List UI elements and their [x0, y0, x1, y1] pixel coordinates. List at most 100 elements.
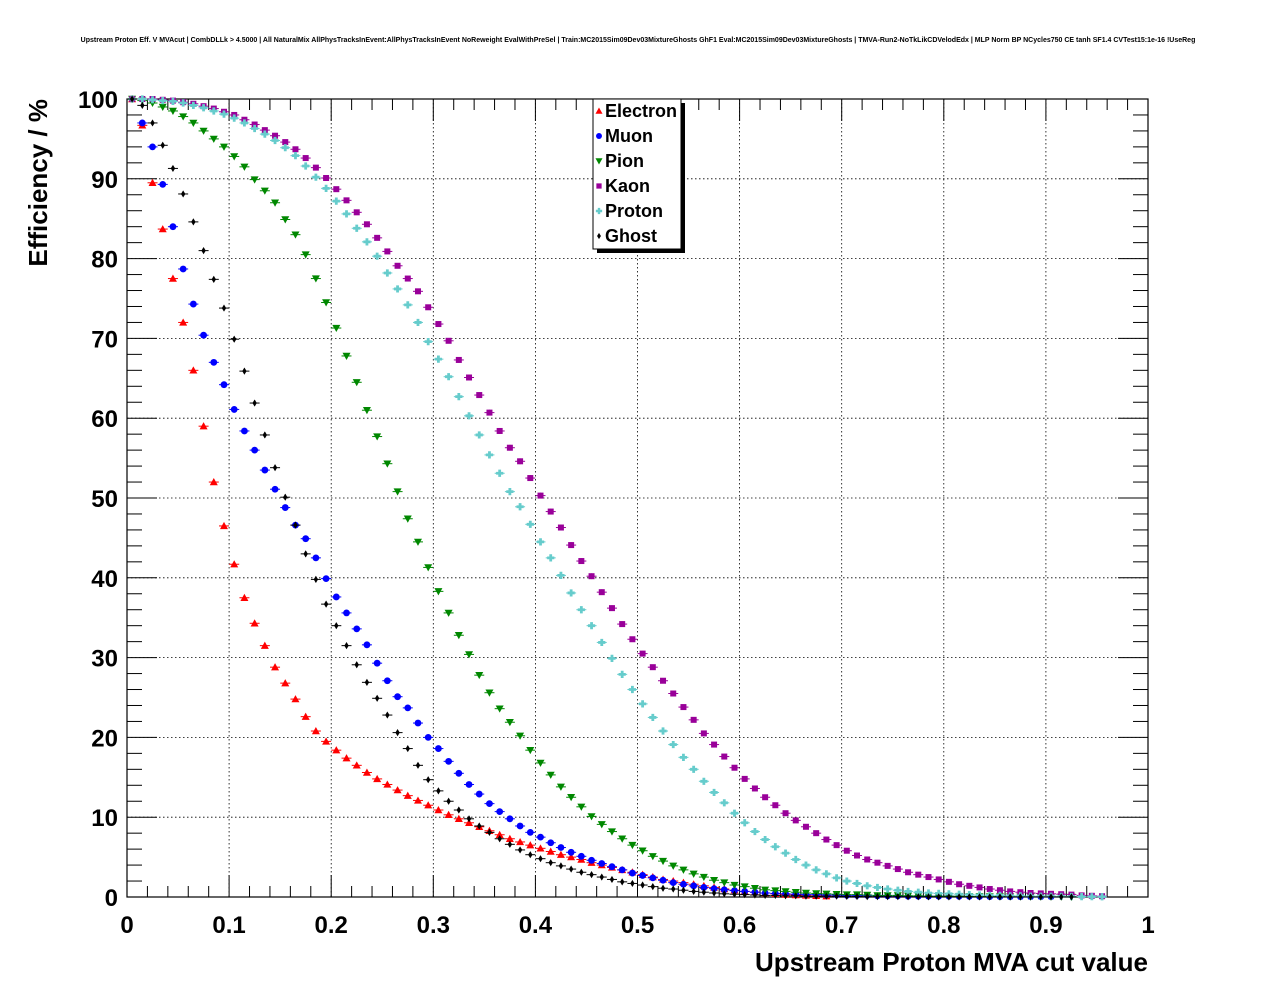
kaon-point	[372, 234, 383, 241]
ghost-point	[229, 335, 240, 343]
proton-point	[147, 96, 158, 104]
ghost-point	[668, 885, 679, 893]
x-tick-label: 0	[120, 912, 133, 939]
legend-marker	[595, 107, 603, 114]
data-marker	[435, 745, 442, 752]
data-marker	[1098, 893, 1106, 901]
proton-point	[229, 114, 240, 122]
data-marker	[834, 892, 839, 900]
data-marker	[232, 335, 237, 343]
kaon-point	[484, 409, 495, 416]
data-marker	[393, 786, 402, 794]
ghost-point	[372, 694, 383, 702]
data-marker	[762, 794, 769, 801]
data-marker	[556, 850, 565, 858]
ghost-point	[790, 892, 801, 900]
kaon-point	[811, 830, 822, 837]
ghost-point	[606, 875, 617, 884]
data-marker	[261, 466, 269, 474]
data-marker	[404, 301, 412, 309]
kaon-point	[698, 730, 709, 737]
kaon-point	[841, 847, 852, 854]
proton-point	[351, 224, 362, 232]
proton-point	[361, 238, 372, 246]
data-marker	[220, 381, 228, 389]
data-marker	[987, 893, 992, 901]
data-marker	[710, 885, 718, 893]
kaon-point	[1005, 888, 1016, 895]
muon-point	[433, 745, 444, 752]
proton-point	[923, 889, 934, 897]
data-marker	[722, 890, 727, 898]
data-marker	[844, 892, 850, 900]
ghost-point	[974, 893, 985, 901]
data-marker	[577, 803, 586, 811]
electron-point	[382, 780, 393, 788]
legend-entry-muon: Muon	[596, 126, 653, 146]
data-marker	[597, 821, 606, 829]
kaon-point	[412, 288, 423, 295]
data-marker	[200, 331, 207, 339]
data-marker	[404, 275, 411, 282]
ghost-point	[617, 878, 628, 886]
data-marker	[373, 659, 381, 667]
kaon-point	[903, 869, 914, 876]
legend-entry-proton: Proton	[595, 201, 663, 221]
data-marker	[711, 741, 718, 748]
data-marker	[414, 719, 422, 727]
electron-point	[443, 810, 454, 819]
data-marker	[302, 535, 310, 543]
kaon-point	[994, 887, 1005, 894]
kaon-point	[617, 621, 628, 628]
data-marker	[250, 176, 259, 184]
data-marker	[373, 433, 382, 441]
muon-point	[453, 769, 464, 777]
ghost-point	[831, 892, 842, 900]
data-marker	[638, 847, 647, 855]
pion-point	[239, 163, 250, 171]
legend-label: Pion	[605, 151, 644, 171]
data-marker	[506, 444, 513, 451]
pion-point	[739, 883, 750, 891]
data-marker	[434, 806, 443, 814]
muon-point	[178, 265, 189, 273]
data-marker	[272, 132, 279, 139]
kaon-point	[351, 209, 362, 216]
data-marker	[271, 199, 280, 207]
data-marker	[393, 488, 402, 496]
data-marker	[741, 775, 748, 782]
data-marker	[281, 144, 289, 152]
data-marker	[628, 685, 636, 694]
electron-point	[290, 695, 301, 703]
y-tick-label: 70	[91, 326, 118, 353]
data-marker	[475, 431, 483, 439]
y-axis-title: Efficiency / %	[23, 99, 53, 267]
ghost-point	[218, 304, 229, 312]
ghost-point	[331, 622, 342, 630]
ghost-point	[1015, 893, 1026, 901]
electron-point	[535, 844, 546, 852]
data-marker	[691, 887, 696, 896]
data-marker	[618, 835, 627, 843]
pion-point	[709, 877, 720, 885]
muon-point	[555, 844, 566, 851]
muon-point	[678, 880, 689, 888]
kaon-point	[545, 508, 556, 515]
data-marker	[466, 815, 472, 823]
data-marker	[885, 893, 890, 901]
data-marker	[517, 846, 523, 854]
data-marker	[395, 729, 400, 737]
proton-point	[484, 451, 495, 459]
data-marker	[240, 119, 249, 127]
kaon-point	[678, 704, 689, 711]
ghost-point	[147, 119, 158, 127]
data-marker	[742, 891, 747, 899]
kaon-point	[913, 871, 924, 878]
muon-point	[576, 852, 587, 860]
data-marker	[210, 107, 218, 115]
data-marker	[148, 178, 157, 186]
data-marker	[210, 358, 218, 366]
data-marker	[1007, 893, 1013, 901]
data-marker	[405, 744, 410, 753]
